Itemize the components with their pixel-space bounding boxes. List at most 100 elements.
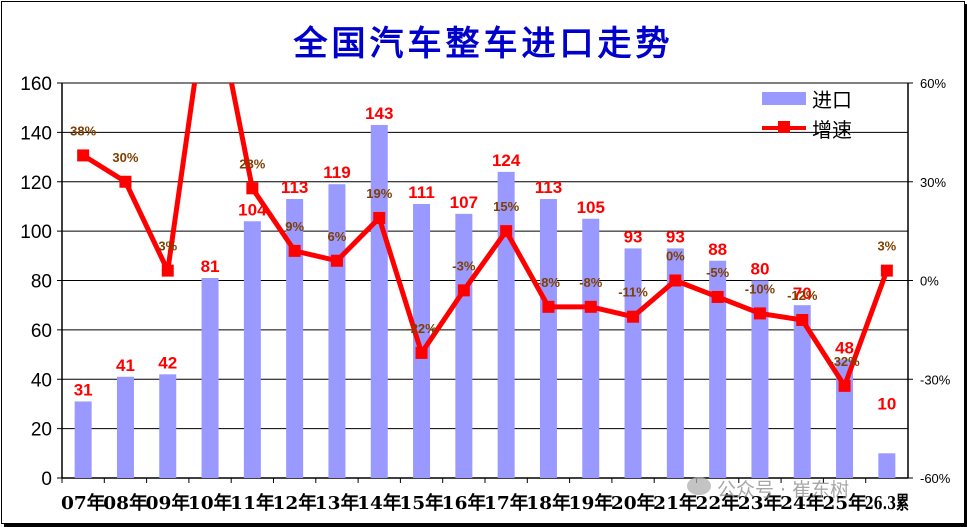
growth-value-label: -22% (406, 321, 437, 336)
bar-value-label: 93 (666, 227, 685, 246)
x-tick-label: 24年 (780, 492, 824, 514)
bar-value-label: 10 (877, 394, 896, 413)
growth-marker (373, 211, 386, 224)
bar-value-label: 107 (450, 193, 478, 212)
growth-marker (669, 274, 682, 287)
bar-value-label: 70 (793, 284, 812, 303)
growth-value-label: -11% (618, 285, 648, 300)
bar (201, 278, 219, 478)
growth-marker (584, 300, 597, 313)
growth-value-label: -3% (452, 258, 476, 273)
bar (116, 376, 134, 478)
y-left-tick-label: 120 (20, 173, 52, 194)
bar (286, 199, 304, 478)
bar-value-label: 31 (74, 380, 93, 399)
growth-value-label: 6% (328, 229, 347, 244)
legend-bar-swatch (762, 91, 806, 105)
growth-value-label: -8% (579, 275, 603, 290)
x-tick-label: 14年 (357, 492, 401, 514)
legend-item-growth: 增速 (762, 114, 852, 142)
y-left-tick-label: 100 (20, 222, 52, 243)
x-tick-label: 08年 (103, 492, 147, 514)
growth-value-label: 0% (666, 249, 685, 264)
growth-marker (542, 300, 555, 313)
x-tick-label: 26.3累 (865, 493, 909, 514)
x-tick-label: 12年 (273, 492, 317, 514)
growth-marker (500, 225, 513, 238)
bar (582, 218, 600, 478)
growth-value-label: -10% (745, 281, 776, 296)
bar-value-label: 42 (158, 353, 177, 372)
bar-value-label: 119 (323, 163, 350, 182)
growth-marker (838, 379, 851, 392)
x-tick-label: 09年 (146, 492, 190, 514)
bar (497, 171, 515, 478)
growth-marker (457, 284, 470, 297)
growth-value-label: -12% (787, 288, 818, 303)
growth-value-label: 3% (877, 239, 896, 254)
bar (455, 213, 473, 478)
x-tick-label: 23年 (738, 492, 782, 514)
growth-marker (415, 346, 428, 359)
bar-value-label: 48 (835, 339, 854, 358)
growth-value-label: 30% (112, 150, 138, 165)
y-left-tick-label: 160 (20, 74, 52, 95)
x-tick-label: 20年 (611, 492, 655, 514)
y-right-tick-label: 0% (920, 274, 939, 289)
bar (370, 124, 388, 478)
x-tick-label: 13年 (315, 492, 359, 514)
y-right-tick-label: 60% (920, 76, 946, 91)
growth-marker (627, 310, 640, 323)
bar (74, 401, 92, 478)
growth-value-label: -5% (706, 265, 730, 280)
growth-value-label: -32% (829, 354, 860, 369)
y-right-tick-label: 30% (920, 175, 946, 190)
y-right-tick-label: -60% (920, 471, 951, 486)
growth-marker (246, 182, 259, 195)
bar-value-label: 93 (624, 227, 643, 246)
growth-marker (753, 307, 766, 320)
bar (159, 374, 177, 478)
growth-marker (796, 314, 809, 326)
x-tick-label: 11年 (230, 492, 274, 514)
bar (666, 248, 684, 478)
growth-value-label: 19% (366, 186, 392, 201)
growth-marker (711, 290, 724, 303)
bar (793, 305, 811, 478)
growth-value-label: 3% (158, 239, 177, 254)
growth-line (81, 83, 890, 389)
bar-value-label: 105 (577, 198, 605, 217)
legend-line-swatch (762, 121, 806, 133)
bar-value-label: 113 (281, 178, 308, 197)
y-left-tick-label: 140 (20, 123, 52, 144)
x-tick-label: 16年 (442, 492, 486, 514)
x-tick-label: 17年 (484, 492, 528, 514)
watermark-text: 公众号 · 崔东树 (717, 479, 850, 501)
bar (751, 280, 769, 478)
x-tick-label: 15年 (399, 492, 443, 514)
x-tick-label: 10年 (188, 492, 232, 514)
x-tick-label: 22年 (696, 492, 740, 514)
legend-label-import: 进口 (812, 87, 852, 112)
bar-value-label: 143 (365, 104, 393, 123)
chart-title: 全国汽车整车进口走势 (293, 24, 674, 64)
y-left-tick-label: 60 (31, 321, 52, 342)
bar-value-label: 81 (201, 257, 220, 276)
growth-marker (77, 149, 90, 162)
x-tick-label: 21年 (653, 492, 697, 514)
bar-value-label: 124 (492, 151, 521, 170)
bar (624, 248, 642, 478)
x-tick-label: 25年 (822, 492, 866, 514)
bar (243, 221, 261, 478)
y-left-tick-label: 80 (31, 272, 52, 293)
wechat-icon (687, 477, 711, 495)
y-left-tick-label: 20 (31, 420, 52, 441)
y-right-tick-label: -30% (920, 372, 951, 387)
bar-value-label: 80 (750, 260, 769, 279)
watermark: 公众号 · 崔东树 (687, 475, 850, 502)
bar-value-label: 111 (408, 183, 435, 202)
bar-value-label: 113 (535, 178, 562, 197)
bar (539, 199, 557, 478)
bar-value-label: 104 (238, 200, 267, 219)
